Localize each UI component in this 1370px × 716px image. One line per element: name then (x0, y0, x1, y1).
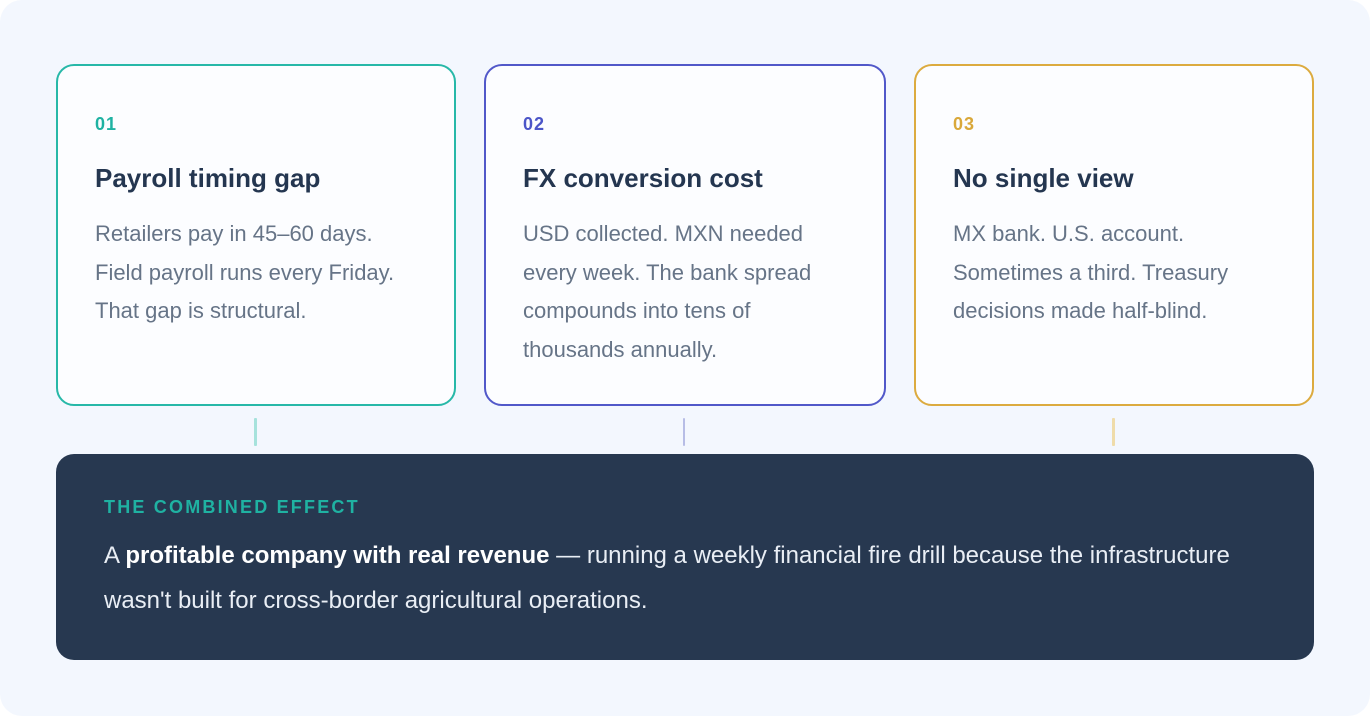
card-number: 01 (95, 114, 118, 134)
card-title: No single view (953, 163, 1134, 193)
combined-effect-text: A profitable company with real revenue —… (104, 533, 1266, 623)
effect-rest: — running a weekly financial fire drill … (104, 542, 1230, 614)
card-fx-conversion-cost: 02 FX conversion cost USD collected. MXN… (484, 64, 886, 406)
card-title: FX conversion cost (523, 163, 763, 193)
effect-lead: A (104, 542, 126, 569)
effect-emphasis: profitable company with real revenue (125, 542, 550, 569)
card-title: Payroll timing gap (95, 163, 321, 193)
card-number: 03 (953, 114, 976, 134)
card-body: USD collected. MXN needed every week. Th… (523, 221, 812, 362)
connector-line-1 (254, 418, 257, 446)
card-body: MX bank. U.S. account. Sometimes a third… (953, 221, 1229, 323)
combined-effect-panel: THE COMBINED EFFECT A profitable company… (56, 454, 1314, 660)
card-no-single-view: 03 No single view MX bank. U.S. account.… (914, 64, 1314, 406)
card-body: Retailers pay in 45–60 days. Field payro… (95, 221, 395, 323)
card-number: 02 (523, 114, 546, 134)
card-payroll-timing-gap: 01 Payroll timing gap Retailers pay in 4… (56, 64, 456, 406)
connector-line-3 (1112, 418, 1115, 446)
connector-line-2 (683, 418, 685, 446)
combined-effect-label: THE COMBINED EFFECT (104, 497, 360, 517)
